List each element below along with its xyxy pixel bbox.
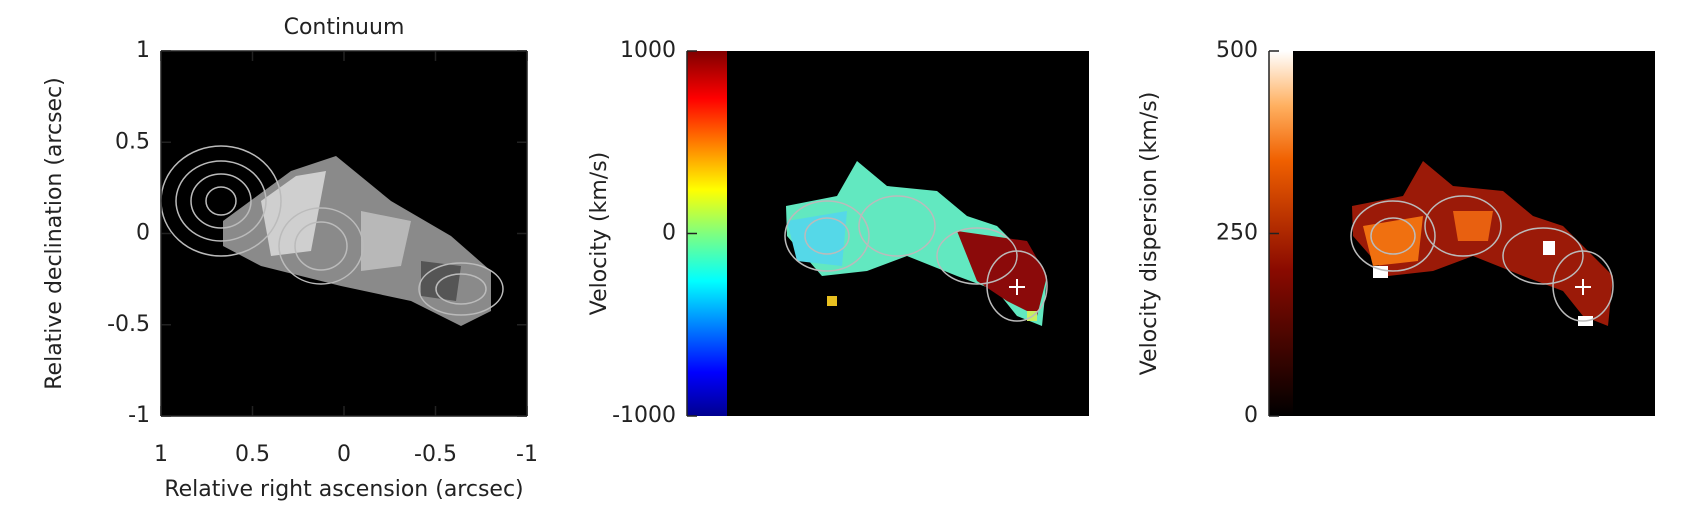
x-axis-label: Relative right ascension (arcsec) (164, 477, 523, 502)
y-tick-label: 0 (662, 221, 676, 246)
y-tick-label: 1000 (620, 38, 676, 63)
y-tick-label: 1 (136, 38, 150, 63)
x-tick-label: -1 (516, 442, 538, 467)
velocity-map (727, 51, 1089, 416)
y-axis-label: Velocity (km/s) (587, 152, 612, 316)
y-tick-label: 0 (136, 221, 150, 246)
dispersion-map (1293, 51, 1655, 416)
y-axis-label: Velocity dispersion (km/s) (1137, 92, 1162, 376)
x-tick-label: 0 (337, 442, 351, 467)
y-tick-label: 0.5 (115, 129, 150, 154)
y-tick-label: -1000 (612, 403, 676, 428)
x-tick-label: 0.5 (235, 442, 270, 467)
continuum-image (160, 51, 527, 416)
x-tick-label: -0.5 (414, 442, 457, 467)
y-tick-label: 250 (1216, 221, 1258, 246)
x-tick-label: 1 (154, 442, 168, 467)
y-tick-label: -1 (128, 403, 150, 428)
y-tick-label: 500 (1216, 38, 1258, 63)
chart-title: Continuum (284, 15, 405, 40)
y-tick-label: -0.5 (107, 312, 150, 337)
y-axis-label: Relative declination (arcsec) (42, 77, 67, 390)
y-tick-label: 0 (1244, 403, 1258, 428)
